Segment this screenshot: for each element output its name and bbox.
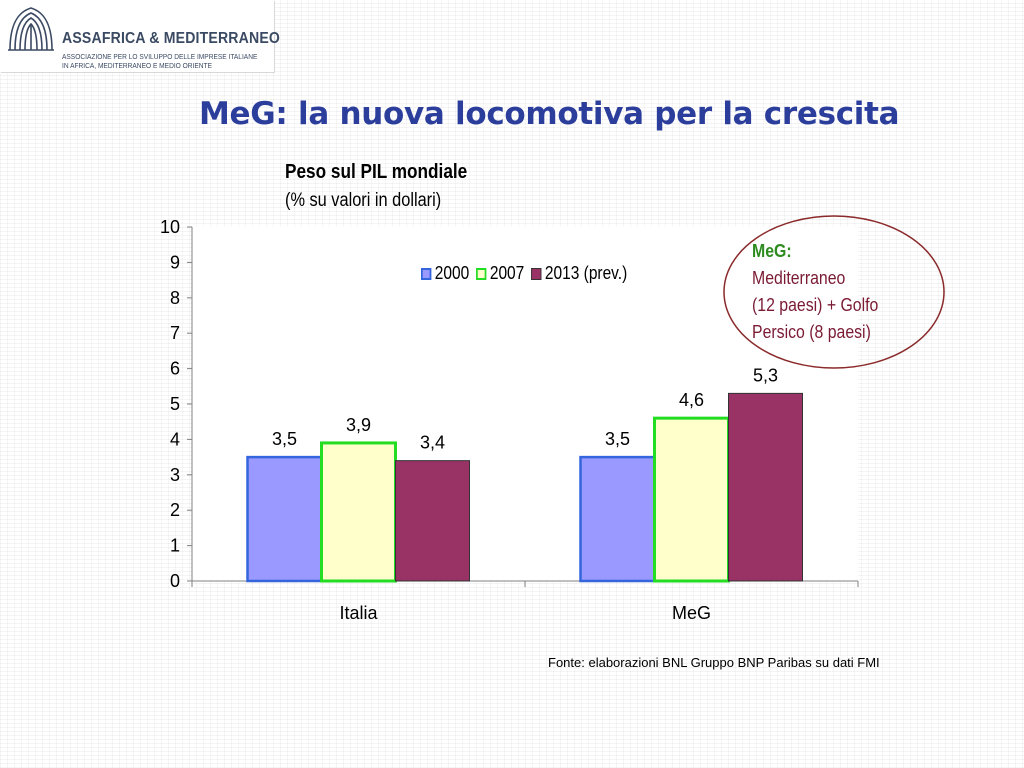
data-label: 3,4 — [420, 433, 445, 453]
legend-label-2007: 2007 — [489, 263, 525, 283]
data-label: 3,9 — [346, 415, 371, 435]
legend-item-2007: 2007 — [476, 263, 524, 284]
slide-title: MeG: la nuova locomotiva per la crescita — [199, 96, 900, 132]
bar-2000-meg — [579, 455, 656, 583]
chart-subtitle: (% su valori in dollari) — [285, 190, 442, 211]
y-tick-label: 9 — [170, 252, 180, 272]
annotation-ellipse — [723, 215, 945, 369]
x-category-label: MeG — [672, 603, 711, 623]
legend-swatch-2007 — [476, 267, 487, 280]
logo-emblem-icon — [8, 7, 54, 51]
legend-label-2000: 2000 — [434, 263, 470, 283]
annotation-line-2: (12 paesi) + Golfo — [752, 295, 879, 315]
y-tick-label: 5 — [170, 394, 180, 414]
data-label: 5,3 — [753, 365, 778, 385]
y-tick-label: 4 — [170, 429, 180, 449]
y-tick-label: 7 — [170, 323, 180, 343]
annotation-heading: MeG: — [752, 241, 792, 261]
logo-name: ASSAFRICA & MEDITERRANEO — [62, 30, 281, 47]
logo-tagline-1: Associazione per lo sviluppo delle impre… — [62, 52, 258, 61]
logo: ASSAFRICA & MEDITERRANEO Associazione pe… — [0, 0, 280, 72]
legend-label-2013: 2013 (prev.) — [544, 263, 628, 283]
legend-item-2013: 2013 (prev.) — [531, 263, 627, 284]
bar-2000-italia — [246, 455, 323, 583]
y-tick-label: 1 — [170, 536, 180, 556]
annotation-line-1: Mediterraneo — [752, 268, 846, 288]
data-label: 4,6 — [679, 390, 704, 410]
meg-annotation: MeG: Mediterraneo (12 paesi) + Golfo Per… — [752, 238, 878, 346]
legend-swatch-2013 — [531, 267, 542, 280]
y-tick-label: 8 — [170, 288, 180, 308]
legend-item-2000: 2000 — [421, 263, 469, 284]
logo-tagline-2: in Africa, Mediterraneo e Medio Oriente — [62, 61, 212, 70]
bar-2013-italia — [395, 460, 470, 582]
x-category-label: Italia — [339, 603, 378, 623]
y-tick-label: 10 — [160, 217, 180, 237]
chart-title: Peso sul PIL mondiale — [285, 161, 468, 183]
annotation-line-3: Persico (8 paesi) — [752, 322, 871, 342]
chart-legend: 2000 2007 2013 (prev.) — [421, 263, 634, 284]
data-label: 3,5 — [605, 429, 630, 449]
y-tick-label: 2 — [170, 500, 180, 520]
data-label: 3,5 — [272, 429, 297, 449]
y-tick-label: 6 — [170, 359, 180, 379]
bar-2007-meg — [653, 416, 730, 583]
y-tick-label: 0 — [170, 571, 180, 591]
source-note: Fonte: elaborazioni BNL Gruppo BNP Parib… — [548, 655, 880, 670]
bar-2007-italia — [320, 441, 397, 583]
legend-swatch-2000 — [421, 267, 432, 280]
y-tick-label: 3 — [170, 465, 180, 485]
bar-2013-meg — [728, 392, 803, 582]
